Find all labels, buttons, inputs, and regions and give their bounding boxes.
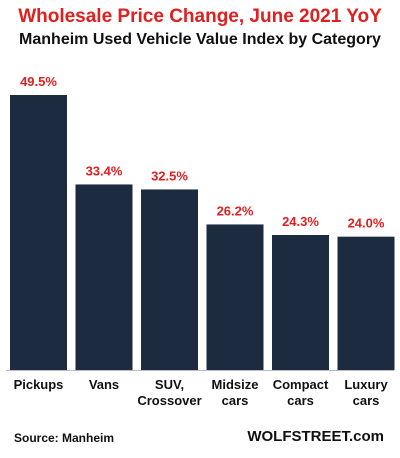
bar-3 [141, 189, 198, 370]
bar-2 [75, 184, 133, 370]
bar-6 [337, 236, 395, 370]
data-label-1: 49.5% [20, 74, 57, 89]
category-label-1: Pickups [14, 377, 64, 392]
bar-4 [206, 224, 264, 370]
data-label-5: 24.3% [282, 214, 319, 229]
category-label-4-line-2: cars [222, 393, 249, 408]
bar-5 [272, 235, 329, 370]
category-label-6-line-1: Luxury [344, 377, 388, 392]
chart-title: Wholesale Price Change, June 2021 YoY [18, 6, 382, 27]
category-label-3-line-1: SUV, [155, 377, 184, 392]
brand-logo-text: WOLFSTREET.com [247, 428, 384, 445]
data-label-6: 24.0% [348, 216, 385, 231]
category-label-3-line-2: Crossover [137, 393, 201, 408]
data-label-3: 32.5% [151, 168, 188, 183]
data-label-2: 33.4% [86, 163, 123, 178]
category-label-4-line-1: Midsize [212, 377, 259, 392]
chart-subtitle: Manheim Used Vehicle Value Index by Cate… [19, 31, 381, 48]
data-label-4: 26.2% [217, 203, 254, 218]
category-label-5-line-2: cars [287, 393, 314, 408]
source-note: Source: Manheim [14, 431, 115, 445]
category-label-5-line-1: Compact [273, 377, 329, 392]
category-label-2: Vans [89, 377, 119, 392]
category-label-6-line-2: cars [353, 393, 380, 408]
bar-1 [10, 95, 67, 370]
